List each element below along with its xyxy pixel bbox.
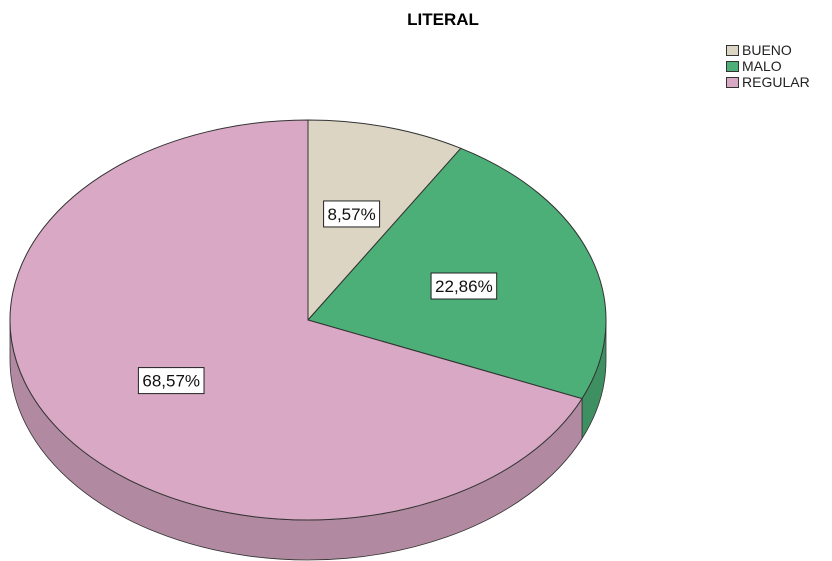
chart-title: LITERAL: [407, 10, 479, 29]
data-label-text-bueno: 8,57%: [327, 205, 375, 224]
data-label-bueno: 8,57%: [323, 200, 381, 228]
data-label-box-regular: [137, 367, 205, 395]
data-label-text-malo: 22,86%: [435, 277, 493, 296]
legend-swatch-bueno: [726, 44, 739, 56]
pie-slice-bueno: [307, 119, 462, 322]
data-label-box-malo: [430, 272, 498, 300]
data-label-box-bueno: [323, 200, 381, 228]
data-label-text-regular: 68,57%: [142, 372, 200, 391]
legend: BUENO MALO REGULAR: [726, 42, 810, 90]
legend-swatch-regular: [726, 76, 739, 88]
legend-label-bueno: BUENO: [742, 42, 792, 58]
legend-item-bueno: BUENO: [726, 42, 810, 58]
pie-slices: [9, 119, 607, 521]
legend-item-malo: MALO: [726, 58, 810, 74]
legend-label-regular: REGULAR: [742, 74, 810, 90]
legend-item-regular: REGULAR: [726, 74, 810, 90]
legend-swatch-malo: [726, 60, 739, 72]
data-label-regular: 68,57%: [137, 367, 205, 395]
legend-label-malo: MALO: [742, 58, 782, 74]
pie-slice-regular: [9, 119, 583, 521]
data-label-malo: 22,86%: [430, 272, 498, 300]
pie-data-labels: 8,57% 22,86% 68,57%: [137, 200, 498, 395]
